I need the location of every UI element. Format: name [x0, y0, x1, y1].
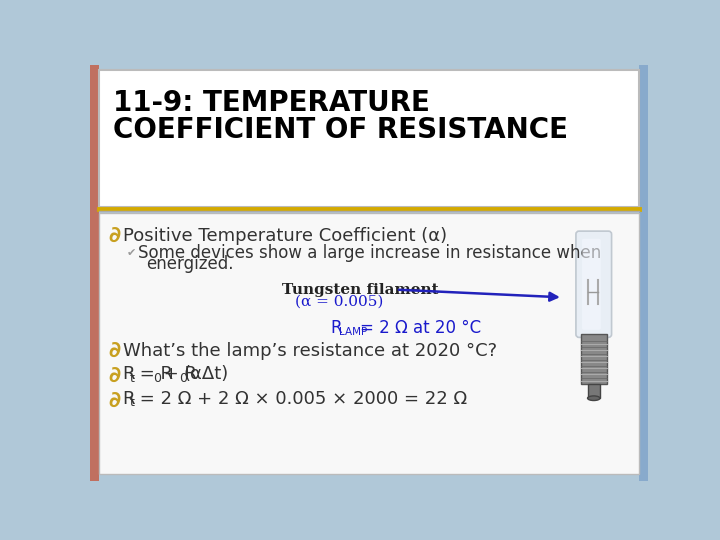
- Ellipse shape: [588, 396, 600, 401]
- Text: Some devices show a large increase in resistance when: Some devices show a large increase in re…: [138, 244, 601, 262]
- Text: 0: 0: [179, 372, 187, 384]
- Text: ∂: ∂: [109, 226, 121, 246]
- Text: ✔: ✔: [127, 248, 137, 258]
- FancyBboxPatch shape: [99, 213, 639, 475]
- FancyBboxPatch shape: [639, 65, 648, 481]
- FancyBboxPatch shape: [99, 70, 639, 207]
- Text: = 2 Ω + 2 Ω × 0.005 × 2000 = 22 Ω: = 2 Ω + 2 Ω × 0.005 × 2000 = 22 Ω: [134, 390, 467, 408]
- Text: 0: 0: [153, 372, 161, 384]
- Text: (α = 0.005): (α = 0.005): [295, 295, 384, 309]
- Text: LAMP: LAMP: [339, 327, 367, 337]
- Text: R: R: [330, 319, 342, 337]
- Text: = 2 Ω at 20 °C: = 2 Ω at 20 °C: [360, 319, 481, 337]
- Text: t: t: [130, 372, 135, 384]
- Text: Tungsten filament: Tungsten filament: [282, 282, 438, 296]
- Text: Positive Temperature Coefficient (α): Positive Temperature Coefficient (α): [122, 227, 446, 245]
- FancyBboxPatch shape: [90, 65, 99, 481]
- Text: ∂: ∂: [109, 341, 121, 361]
- Text: What’s the lamp’s resistance at 2020 °C?: What’s the lamp’s resistance at 2020 °C?: [122, 342, 497, 360]
- Text: COEFFICIENT OF RESISTANCE: COEFFICIENT OF RESISTANCE: [113, 116, 568, 144]
- Text: ∂: ∂: [109, 366, 121, 386]
- Text: energized.: energized.: [145, 255, 233, 273]
- Text: t: t: [130, 396, 135, 409]
- Text: 11-9: TEMPERATURE: 11-9: TEMPERATURE: [113, 90, 430, 117]
- Text: + R: + R: [158, 366, 197, 383]
- FancyBboxPatch shape: [576, 231, 611, 338]
- Text: R: R: [122, 366, 135, 383]
- FancyBboxPatch shape: [582, 239, 600, 330]
- Text: = R: = R: [134, 366, 174, 383]
- Text: R: R: [122, 390, 135, 408]
- Text: (αΔt): (αΔt): [184, 366, 229, 383]
- FancyBboxPatch shape: [580, 334, 607, 384]
- Text: ∂: ∂: [109, 390, 121, 410]
- FancyBboxPatch shape: [588, 384, 600, 398]
